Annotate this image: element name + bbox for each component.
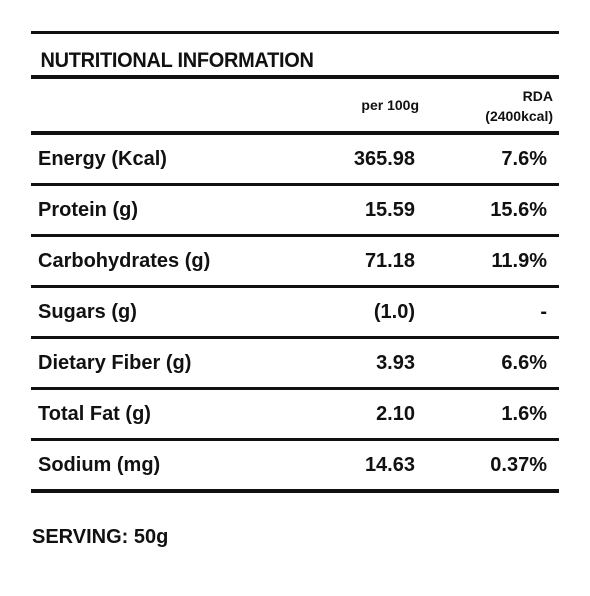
table-row-carbohydrates: Carbohydrates (g) 71.18 11.9%: [31, 237, 559, 288]
row-label: Carbohydrates (g): [38, 250, 211, 272]
row-rda: -: [540, 301, 547, 323]
header-divider: [31, 131, 559, 135]
nutrition-table: NUTRITIONAL INFORMATION per 100g RDA (24…: [31, 31, 559, 493]
column-header-row: per 100g RDA (2400kcal): [31, 79, 559, 131]
table-row-sugars: Sugars (g) (1.0) -: [31, 288, 559, 339]
row-label: Sodium (mg): [38, 454, 161, 476]
table-row-protein: Protein (g) 15.59 15.6%: [31, 186, 559, 237]
table-title: NUTRITIONAL INFORMATION: [40, 49, 314, 72]
title-divider: [31, 75, 559, 79]
table-row-dietary-fiber: Dietary Fiber (g) 3.93 6.6%: [31, 339, 559, 390]
row-rda: 7.6%: [501, 148, 547, 170]
row-per-100g: 3.93: [376, 352, 415, 374]
row-per-100g: 365.98: [353, 148, 415, 170]
row-rda: 1.6%: [501, 403, 547, 425]
serving-size-note: SERVING: 50g: [32, 526, 169, 548]
row-label: Dietary Fiber (g): [38, 352, 192, 374]
column-header-rda-line1: RDA: [522, 88, 553, 104]
table-row-total-fat: Total Fat (g) 2.10 1.6%: [31, 390, 559, 441]
row-rda: 11.9%: [491, 250, 547, 272]
table-row-sodium: Sodium (mg) 14.63 0.37%: [31, 441, 559, 493]
table-row-energy: Energy (Kcal) 365.98 7.6%: [31, 135, 559, 186]
row-label: Energy (Kcal): [38, 148, 167, 170]
row-per-100g: (1.0): [373, 301, 415, 323]
row-rda: 6.6%: [501, 352, 547, 374]
row-label: Sugars (g): [38, 301, 137, 323]
column-header-per-100g: per 100g: [361, 97, 419, 113]
table-top-rule: [31, 31, 559, 34]
column-header-rda: RDA (2400kcal): [485, 86, 553, 126]
row-per-100g: 71.18: [364, 250, 415, 272]
row-label: Protein (g): [38, 199, 138, 221]
row-label: Total Fat (g): [38, 403, 151, 425]
row-per-100g: 2.10: [376, 403, 415, 425]
row-per-100g: 14.63: [364, 454, 415, 476]
row-rda: 0.37%: [490, 454, 547, 476]
row-rda: 15.6%: [490, 199, 547, 221]
column-header-rda-line2: (2400kcal): [485, 108, 553, 124]
row-per-100g: 15.59: [364, 199, 415, 221]
